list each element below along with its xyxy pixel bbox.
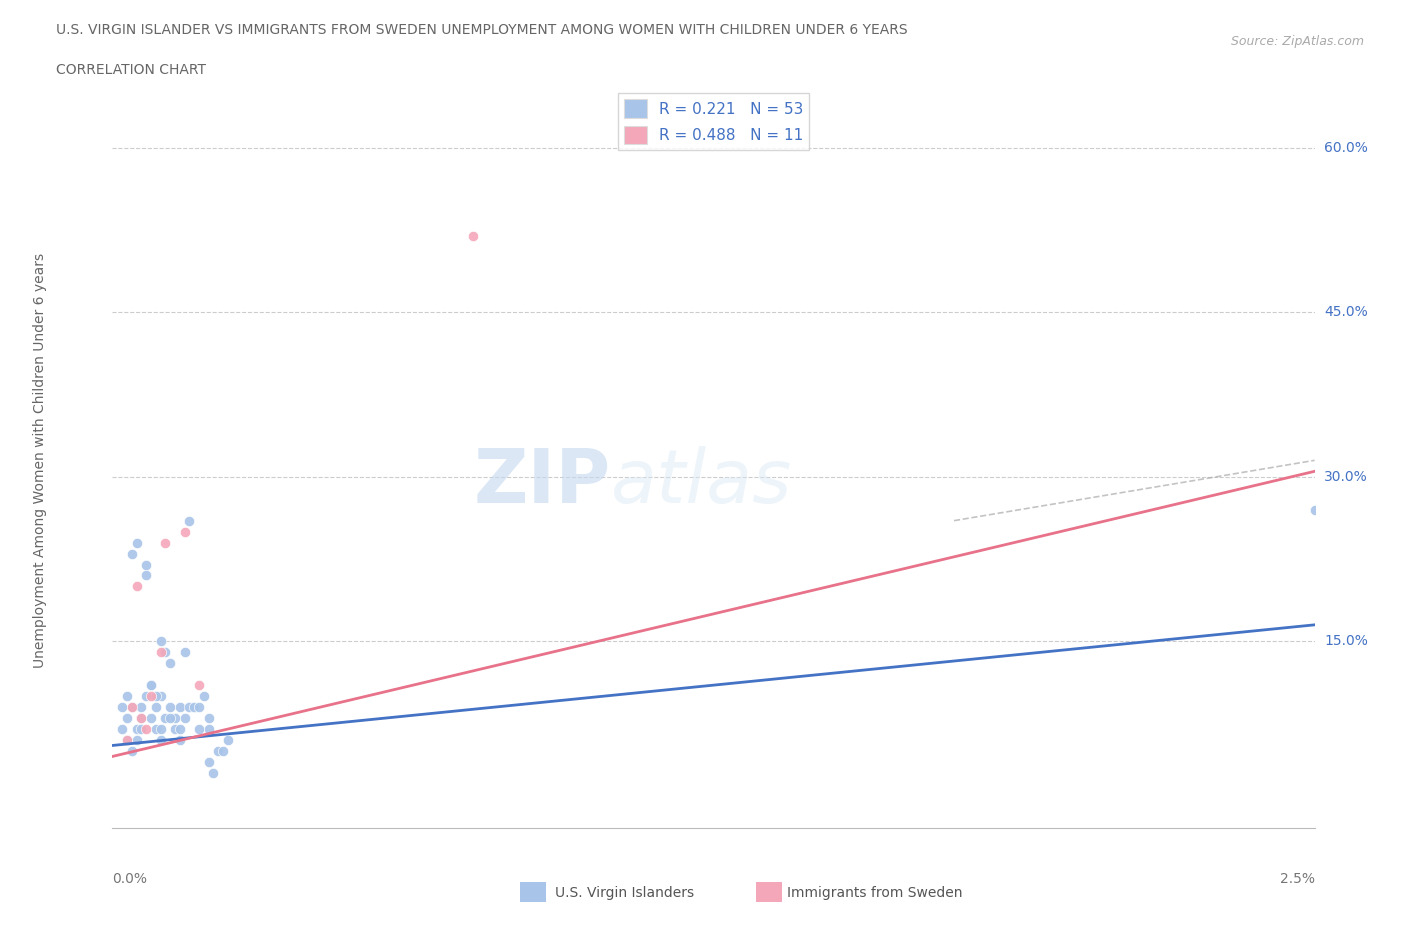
Point [149, 634, 172, 649]
Point [179, 699, 201, 714]
Point [131, 722, 153, 737]
Point [169, 722, 191, 737]
Point [173, 644, 195, 659]
Point [207, 743, 229, 758]
Text: 2.5%: 2.5% [1279, 871, 1315, 885]
Point [149, 689, 172, 704]
Point [173, 525, 195, 539]
Text: Immigrants from Sweden: Immigrants from Sweden [787, 885, 963, 900]
Point [131, 699, 153, 714]
Point [149, 644, 172, 659]
Point [131, 711, 153, 725]
Point [121, 699, 143, 714]
Point [155, 711, 177, 725]
Point [115, 733, 138, 748]
Text: 30.0%: 30.0% [1324, 470, 1368, 484]
Point [139, 678, 162, 693]
Text: 45.0%: 45.0% [1324, 305, 1368, 319]
Point [121, 743, 143, 758]
Point [125, 579, 148, 594]
Text: 60.0%: 60.0% [1324, 140, 1368, 154]
Point [145, 689, 167, 704]
Point [155, 644, 177, 659]
Point [169, 699, 191, 714]
Point [169, 733, 191, 748]
Text: Source: ZipAtlas.com: Source: ZipAtlas.com [1230, 35, 1364, 48]
Text: 0.0%: 0.0% [112, 871, 148, 885]
Point [197, 754, 219, 769]
Point [139, 711, 162, 725]
Point [149, 722, 172, 737]
Point [135, 568, 157, 583]
Point [163, 711, 186, 725]
Point [188, 699, 211, 714]
Point [188, 722, 211, 737]
Point [197, 711, 219, 725]
Point [173, 711, 195, 725]
Point [212, 743, 235, 758]
Point [145, 699, 167, 714]
Point [121, 699, 143, 714]
Legend: R = 0.221   N = 53, R = 0.488   N = 11: R = 0.221 N = 53, R = 0.488 N = 11 [617, 93, 810, 151]
Point [461, 228, 484, 243]
Point [159, 656, 181, 671]
Point [115, 711, 138, 725]
Text: U.S. VIRGIN ISLANDER VS IMMIGRANTS FROM SWEDEN UNEMPLOYMENT AMONG WOMEN WITH CHI: U.S. VIRGIN ISLANDER VS IMMIGRANTS FROM … [56, 23, 908, 37]
Text: U.S. Virgin Islanders: U.S. Virgin Islanders [555, 885, 695, 900]
Point [149, 733, 172, 748]
Point [139, 689, 162, 704]
Text: ZIP: ZIP [474, 445, 612, 519]
Point [188, 678, 211, 693]
Point [145, 722, 167, 737]
Point [139, 678, 162, 693]
Point [111, 699, 134, 714]
Point [115, 733, 138, 748]
Point [202, 765, 225, 780]
Point [135, 557, 157, 572]
Point [125, 535, 148, 550]
Text: Unemployment Among Women with Children Under 6 years: Unemployment Among Women with Children U… [34, 253, 48, 668]
Point [125, 733, 148, 748]
Point [197, 722, 219, 737]
Point [111, 722, 134, 737]
Point [1303, 502, 1326, 517]
Text: 15.0%: 15.0% [1324, 634, 1368, 648]
Point [163, 722, 186, 737]
Point [135, 689, 157, 704]
Point [131, 711, 153, 725]
Point [115, 689, 138, 704]
Point [159, 711, 181, 725]
Point [217, 733, 239, 748]
Point [121, 546, 143, 561]
Text: CORRELATION CHART: CORRELATION CHART [56, 63, 207, 77]
Point [179, 513, 201, 528]
Point [183, 699, 205, 714]
Point [125, 722, 148, 737]
Point [193, 689, 215, 704]
Text: atlas: atlas [612, 446, 793, 518]
Point [155, 535, 177, 550]
Point [135, 722, 157, 737]
Point [159, 699, 181, 714]
